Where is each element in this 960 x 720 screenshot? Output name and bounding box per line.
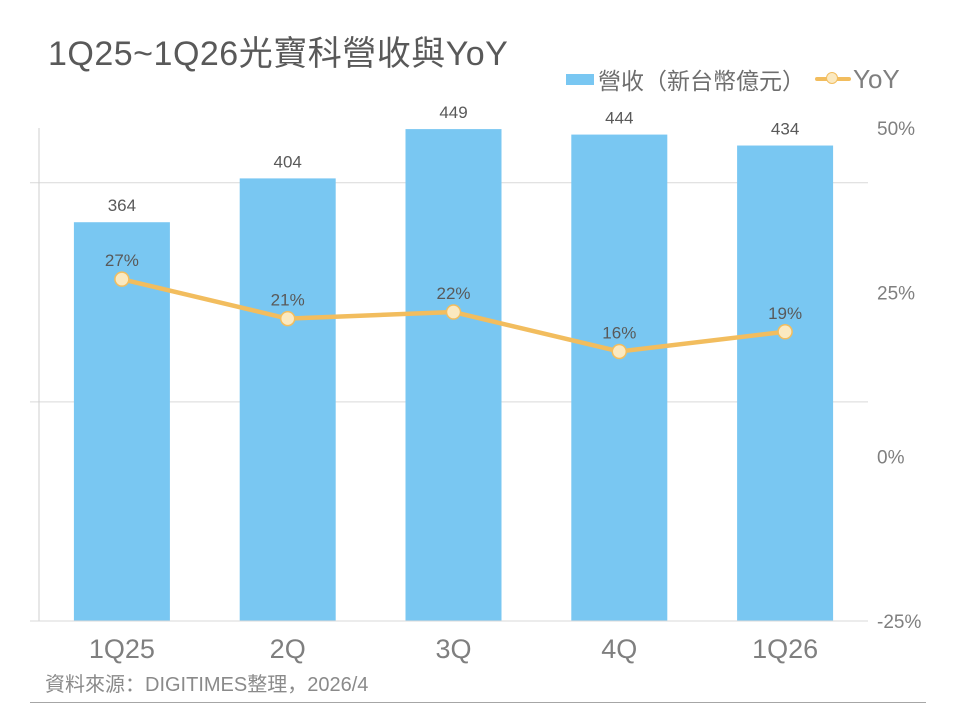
bar-2Q [239, 178, 336, 621]
yoy-value-label: 21% [271, 291, 305, 310]
yoy-value-label: 19% [768, 304, 802, 323]
yoy-marker-2Q [279, 310, 296, 327]
legend-yoy-dot [826, 72, 838, 84]
bar-value-label: 404 [274, 152, 302, 171]
yoy-value-label: 22% [436, 284, 470, 303]
yoy-marker-3Q [445, 304, 462, 320]
bar-3Q [405, 129, 502, 621]
bar-value-label: 364 [108, 196, 136, 215]
yoy-value-label: 27% [105, 251, 139, 270]
bar-value-label: 434 [771, 120, 799, 139]
legend-yoy-label: YoY [853, 63, 900, 94]
chart-legend: 營收（新台幣億元） YoY [566, 64, 900, 94]
x-axis-label-1Q25: 1Q25 [89, 634, 155, 664]
bottom-divider [30, 702, 926, 703]
legend-revenue-label: 營收（新台幣億元） [598, 68, 805, 94]
bar-4Q [571, 134, 668, 621]
bar-1Q26 [737, 145, 834, 622]
right-axis-label: 25% [877, 283, 915, 304]
x-axis-label-1Q26: 1Q26 [752, 634, 818, 664]
right-axis-label: 50% [877, 119, 915, 140]
legend-revenue-swatch-icon [566, 73, 594, 85]
yoy-value-label: 16% [602, 323, 636, 342]
chart-title: 1Q25~1Q26光寶科營收與YoY [48, 35, 509, 73]
bar-value-label: 444 [605, 109, 633, 128]
legend-yoy-marker-icon [815, 72, 851, 86]
x-axis-label-3Q: 3Q [435, 634, 471, 664]
x-axis-label-4Q: 4Q [601, 634, 637, 664]
x-axis-label-2Q: 2Q [270, 634, 306, 664]
right-axis-label: -25% [877, 612, 921, 633]
yoy-marker-4Q [611, 343, 628, 360]
right-axis-label: 0% [877, 448, 905, 469]
yoy-marker-1Q26 [777, 324, 793, 340]
yoy-marker-1Q25 [114, 271, 130, 287]
source-note: 資料來源：DIGITIMES整理，2026/4 [45, 674, 369, 696]
bar-value-label: 449 [439, 103, 467, 122]
